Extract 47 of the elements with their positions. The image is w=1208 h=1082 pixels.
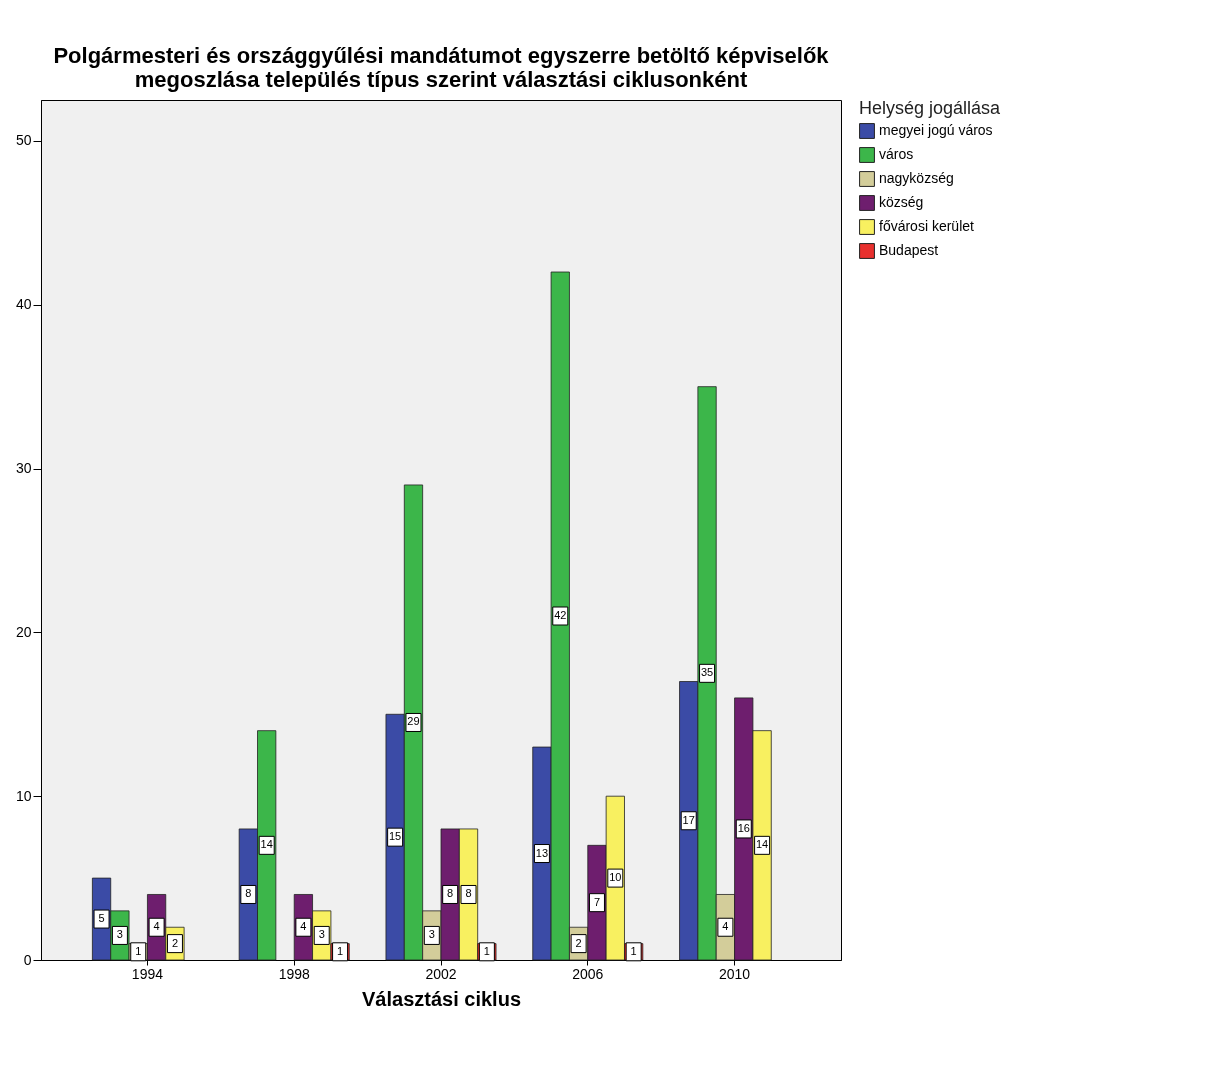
legend-label: Budapest: [879, 242, 939, 258]
x-tick-label: 2002: [425, 965, 457, 982]
x-tick-label: 2010: [719, 965, 751, 982]
data-label: 15: [389, 830, 402, 843]
y-tick-label: 10: [15, 787, 32, 804]
data-label: 8: [245, 887, 252, 900]
legend-label: község: [879, 194, 924, 210]
data-label: 13: [535, 846, 549, 859]
data-label: 4: [722, 920, 729, 933]
data-label: 35: [700, 666, 714, 679]
data-label: 1: [135, 944, 142, 957]
data-label: 42: [554, 609, 567, 621]
data-label: 4: [153, 920, 160, 933]
x-tick-label: 1994: [131, 965, 164, 982]
data-label: 3: [116, 928, 123, 941]
x-tick-label: 2006: [572, 965, 604, 982]
data-label: 3: [428, 928, 435, 941]
y-tick-label: 20: [15, 623, 32, 640]
data-label: 8: [465, 887, 472, 900]
data-label: 1: [337, 944, 344, 957]
data-label: 4: [300, 920, 307, 933]
data-label: 7: [593, 895, 601, 908]
y-tick-label: 0: [23, 951, 32, 968]
y-tick-label: 30: [15, 460, 32, 477]
x-tick-label: 1998: [278, 965, 310, 982]
data-label: 16: [737, 821, 750, 834]
y-tick-label: 40: [15, 296, 32, 313]
legend-label: megyei jogú város: [879, 122, 993, 138]
chart-title: Polgármesteri és országgyűlési mandátumot egyszerre betöltő képviselők megoszlása település típus szerint választási ciklusonként: [53, 43, 830, 92]
legend-label: város: [879, 146, 914, 162]
data-label: 29: [407, 715, 420, 728]
data-label: 2: [575, 936, 582, 949]
data-label: 8: [447, 887, 454, 900]
data-label: 10: [609, 871, 622, 884]
legend-label: fővárosi kerület: [879, 218, 975, 234]
data-label: 14: [260, 838, 273, 851]
legend-label: nagyközség: [879, 170, 954, 186]
data-label: 1: [630, 944, 637, 957]
data-label: 5: [98, 912, 105, 925]
y-tick-label: 50: [15, 132, 32, 149]
data-label: 2: [171, 936, 179, 949]
x-axis-title: Választási ciklus: [362, 987, 521, 1010]
data-label: 3: [318, 928, 325, 941]
legend-title: Helység jogállása: [859, 98, 1002, 118]
data-label: 14: [755, 838, 769, 851]
data-label: 1: [483, 944, 490, 957]
data-label: 17: [682, 813, 695, 826]
